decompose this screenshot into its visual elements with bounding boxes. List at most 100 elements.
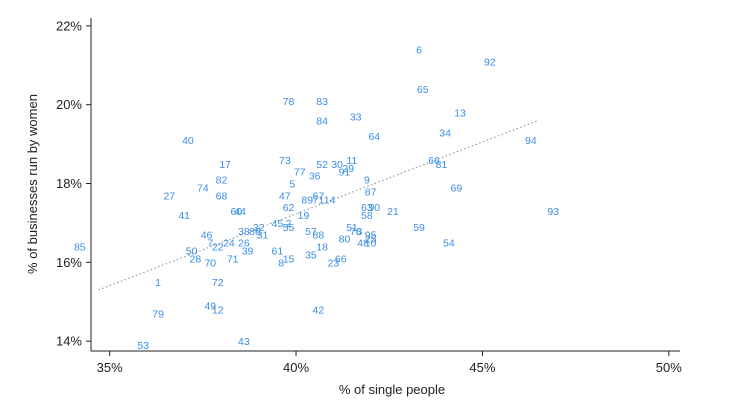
data-point: 13 [454, 108, 466, 120]
data-point: 19 [298, 210, 310, 222]
data-point: 82 [216, 175, 228, 187]
data-point: 95 [365, 230, 377, 242]
y-tick-label: 18% [56, 176, 82, 191]
data-point: 57 [305, 226, 317, 238]
trend-line [98, 119, 539, 291]
data-point: 6 [416, 45, 422, 57]
data-point: 59 [413, 222, 425, 234]
data-point: 79 [152, 309, 164, 321]
x-tick-label: 50% [656, 360, 682, 375]
data-point: 92 [484, 56, 496, 68]
data-point: 90 [368, 202, 380, 214]
y-tick-label: 20% [56, 97, 82, 112]
data-point: 66 [335, 253, 347, 265]
data-point: 35 [305, 249, 317, 261]
data-point: 68 [216, 190, 228, 202]
data-point: 9 [364, 175, 370, 187]
data-point: 11 [346, 155, 357, 167]
data-point: 39 [242, 246, 254, 258]
data-point: 46 [201, 230, 213, 242]
data-point: 50 [186, 246, 198, 258]
data-point: 31 [257, 230, 269, 242]
data-point: 41 [178, 210, 190, 222]
data-point: 26 [238, 238, 250, 250]
y-tick-label: 22% [56, 18, 82, 33]
data-point: 88 [313, 230, 325, 242]
data-point: 58 [361, 210, 373, 222]
data-point: 74 [197, 182, 209, 194]
data-point: 18 [316, 242, 328, 254]
data-point: 43 [238, 336, 250, 348]
data-point: 34 [439, 127, 451, 139]
data-point: 44 [234, 206, 246, 218]
data-point: 71 [227, 253, 239, 265]
trendline-layer [98, 119, 539, 291]
data-point: 91 [339, 167, 351, 179]
data-point: 23 [327, 257, 339, 269]
data-point: 61 [272, 246, 284, 258]
data-point: 10 [365, 238, 377, 250]
data-point: 25 [365, 234, 377, 246]
y-ticks: 14% 16% 18% 20% 22% [56, 18, 91, 349]
data-point: 72 [212, 277, 224, 289]
data-point: 69 [450, 182, 462, 194]
y-tick-label: 16% [56, 255, 82, 270]
x-axis-title: % of single people [339, 382, 445, 397]
data-point: 30 [331, 159, 343, 171]
data-point: 8 [278, 257, 284, 269]
data-point: 62 [283, 202, 295, 214]
data-point: 12 [212, 305, 224, 317]
data-point: 51 [346, 222, 358, 234]
data-point: 29 [342, 163, 354, 175]
data-point: 81 [436, 159, 448, 171]
data-point: 27 [163, 190, 175, 202]
axes: 14% 16% 18% 20% 22% 35% 40% 45% 50% [56, 18, 682, 375]
data-point: 48 [357, 238, 369, 250]
data-point: 71 [313, 194, 325, 206]
data-point: 73 [279, 155, 291, 167]
data-point: 77 [294, 167, 306, 179]
data-point: 42 [313, 305, 325, 317]
data-point: 40 [182, 135, 194, 147]
data-point: 93 [547, 206, 559, 218]
data-point: 36 [309, 171, 321, 183]
data-point: 52 [316, 159, 328, 171]
data-point: 76 [350, 226, 362, 238]
data-point: 7 [207, 238, 213, 250]
data-point: 67 [313, 190, 325, 202]
data-point: 65 [417, 84, 429, 96]
data-point: 55 [283, 222, 295, 234]
data-point: 32 [253, 222, 265, 234]
data-point: 28 [190, 253, 202, 265]
data-point: 83 [316, 96, 328, 108]
data-point: 78 [283, 96, 295, 108]
data-point: 24 [223, 238, 235, 250]
data-point: 54 [443, 238, 455, 250]
data-point: 22 [212, 242, 224, 254]
data-point: 3 [356, 226, 362, 238]
data-point: 45 [272, 218, 284, 230]
data-point: 47 [279, 190, 291, 202]
data-point: 66 [428, 155, 440, 167]
data-point: 70 [204, 257, 216, 269]
data-point: 60 [231, 206, 243, 218]
data-point: 84 [316, 115, 328, 127]
x-tick-label: 35% [97, 360, 123, 375]
data-point: 49 [204, 301, 216, 313]
data-point: 86 [249, 226, 261, 238]
x-tick-label: 40% [283, 360, 309, 375]
data-point: 1 [155, 277, 161, 289]
data-point: 85 [74, 242, 86, 254]
data-point: 2 [286, 218, 292, 230]
data-point: 87 [365, 186, 377, 198]
x-ticks: 35% 40% 45% 50% [97, 351, 682, 375]
data-point: 94 [525, 135, 537, 147]
y-axis-title: % of businesses run by women [25, 94, 40, 274]
data-point: 5 [289, 179, 295, 191]
data-point: 64 [368, 131, 380, 143]
data-point: 14 [324, 194, 336, 206]
x-tick-label: 45% [469, 360, 495, 375]
data-point: 80 [339, 234, 351, 246]
data-point: 21 [387, 206, 399, 218]
